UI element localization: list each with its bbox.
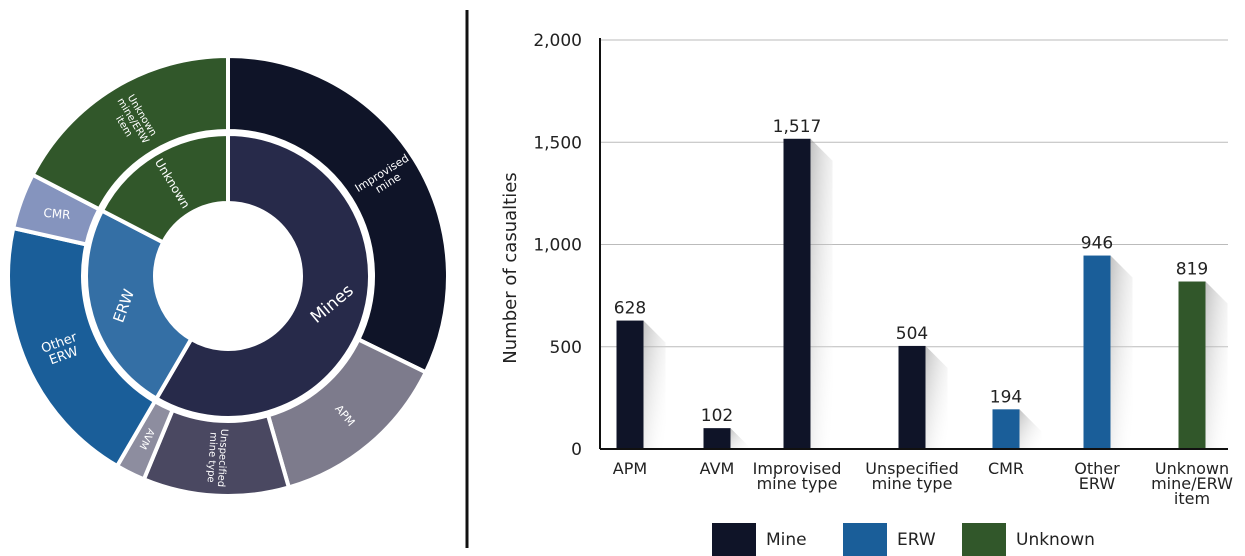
y-tick-label: 1,000 bbox=[533, 236, 582, 256]
bar-shadow bbox=[643, 320, 666, 449]
bar-value-label: 1,517 bbox=[773, 117, 822, 137]
legend-swatch-unknown bbox=[962, 523, 1006, 556]
bar-cmr bbox=[992, 409, 1020, 449]
y-axis-title: Number of casualties bbox=[500, 172, 521, 363]
x-tick-label-apm: APM bbox=[613, 459, 647, 478]
legend-swatch-erw bbox=[843, 523, 887, 556]
outer-segment-improvised-mine bbox=[226, 53, 450, 375]
inner-segment-erw bbox=[84, 207, 194, 402]
bar-other-erw bbox=[1083, 255, 1111, 449]
bar-apm bbox=[616, 320, 644, 449]
bar-value-label: 628 bbox=[614, 299, 646, 319]
bar-value-label: 102 bbox=[701, 406, 733, 426]
bar-shadow bbox=[1110, 255, 1133, 449]
bar-unknown-mine-erw-item bbox=[1178, 281, 1206, 449]
outer-label-unspecified-mine-type: Unspecifiedmine type bbox=[204, 428, 229, 488]
legend-label-erw: ERW bbox=[897, 530, 936, 550]
legend-swatch-mine bbox=[712, 523, 756, 556]
x-tick-label-other-erw: Other ERW bbox=[1074, 459, 1120, 493]
outer-segment-unknown-mine-erw-item bbox=[29, 53, 230, 212]
legend-label-mine: Mine bbox=[766, 530, 807, 550]
x-tick-label-unknown-mine-erw-item: Unknown mine/ERW item bbox=[1151, 459, 1233, 508]
y-tick-label: 0 bbox=[571, 440, 582, 460]
y-tick-label: 1,500 bbox=[533, 133, 582, 153]
bar-shadow bbox=[730, 428, 753, 451]
bar-shadow bbox=[925, 345, 948, 449]
outer-label-cmr: CMR bbox=[43, 206, 71, 222]
bar-value-label: 946 bbox=[1081, 234, 1113, 254]
legend-label-unknown: Unknown bbox=[1016, 530, 1095, 550]
bar-avm bbox=[703, 428, 731, 449]
x-tick-label-improvised-mine-type: Improvised mine type bbox=[753, 459, 842, 493]
bar-improvised-mine-type bbox=[783, 138, 811, 449]
y-tick-label: 2,000 bbox=[533, 31, 582, 51]
bar-shadow bbox=[1205, 281, 1228, 449]
x-tick-label-cmr: CMR bbox=[988, 459, 1024, 478]
bar-shadow bbox=[810, 138, 833, 449]
bar-value-label: 819 bbox=[1176, 260, 1208, 280]
bar-shadow bbox=[1019, 409, 1042, 449]
x-tick-label-unspecified-mine-type: Unspecified mine type bbox=[865, 459, 959, 493]
inner-segment-unknown bbox=[99, 131, 230, 246]
y-tick-label: 500 bbox=[550, 338, 582, 358]
inner-segment-mines bbox=[153, 131, 372, 420]
x-tick-label-avm: AVM bbox=[700, 459, 735, 478]
bar-value-label: 504 bbox=[896, 324, 928, 344]
bar-unspecified-mine-type bbox=[898, 345, 926, 449]
bar-value-label: 194 bbox=[990, 387, 1022, 407]
bar-chart: 0 500 1,000 1,500 2,000 628 102 1,517 504 194 946 8… bbox=[500, 31, 1233, 556]
